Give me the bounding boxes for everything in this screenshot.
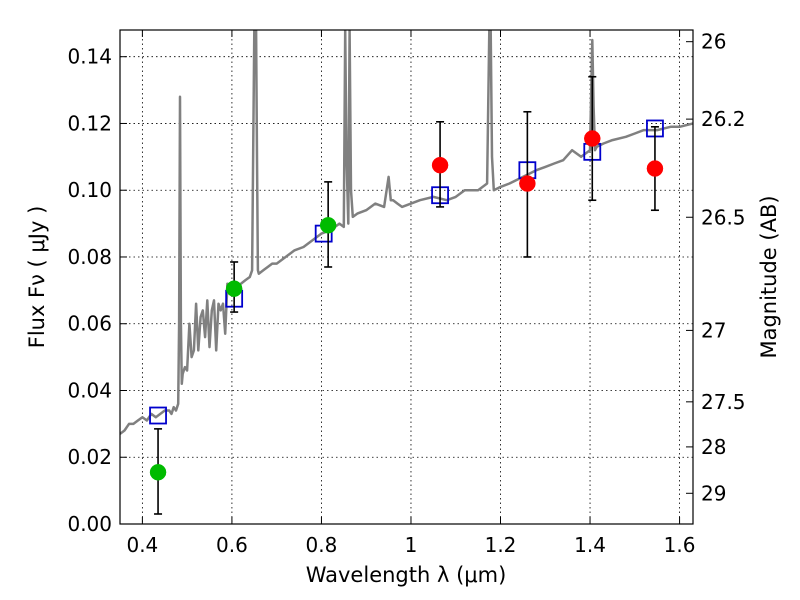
red-data-point xyxy=(519,175,536,192)
axis-tick-labels: 0.4 0.6 0.8 1 1.2 1.4 1.6 0.00 0.02 0.04 0.06 0.08 0… xyxy=(67,30,745,557)
y-tick-label: 0.06 xyxy=(67,312,112,336)
right-axis-tick-label: 26.5 xyxy=(701,205,746,229)
x-tick-label: 0.4 xyxy=(126,533,158,557)
y-tick-label: 0.08 xyxy=(67,245,112,269)
red-data-point xyxy=(646,160,664,177)
red-data-point xyxy=(584,130,601,147)
right-axis-tick-label: 26.2 xyxy=(701,107,746,131)
right-axis-tick-label: 29 xyxy=(701,481,726,505)
green-data-point xyxy=(149,464,167,481)
y-tick-label: 0.12 xyxy=(67,111,112,135)
right-axis-tick-label: 27 xyxy=(701,318,726,342)
x-tick-label: 0.6 xyxy=(216,533,248,557)
plot-area xyxy=(120,30,693,515)
x-tick-label: 0.8 xyxy=(306,533,338,557)
model-spectrum-line xyxy=(120,30,693,435)
right-axis-label: Magnitude (AB) xyxy=(757,195,781,358)
y-tick-label: 0.00 xyxy=(67,512,112,536)
right-axis-tick-label: 28 xyxy=(701,435,726,459)
x-tick-label: 1.2 xyxy=(485,533,517,557)
plot-frame xyxy=(119,29,694,525)
y-tick-label: 0.04 xyxy=(67,378,112,402)
right-axis-tick-label: 26 xyxy=(701,30,726,54)
x-tick-label: 1.4 xyxy=(574,533,606,557)
axis-ticks xyxy=(120,30,693,525)
x-tick-label: 1 xyxy=(405,533,418,557)
y-tick-label: 0.10 xyxy=(67,178,112,202)
x-tick-label: 1.6 xyxy=(664,533,696,557)
green-data-point xyxy=(319,217,337,234)
green-data-point xyxy=(225,280,243,297)
y-tick-label: 0.14 xyxy=(67,45,112,69)
y-axis-label: Flux Fν ( μJy ) xyxy=(25,206,49,349)
x-axis-label: Wavelength λ (μm) xyxy=(306,563,507,587)
y-tick-label: 0.02 xyxy=(67,445,112,469)
red-data-point xyxy=(431,156,449,174)
right-axis-tick-label: 27.5 xyxy=(701,390,746,414)
model-photometry-square xyxy=(149,406,167,425)
